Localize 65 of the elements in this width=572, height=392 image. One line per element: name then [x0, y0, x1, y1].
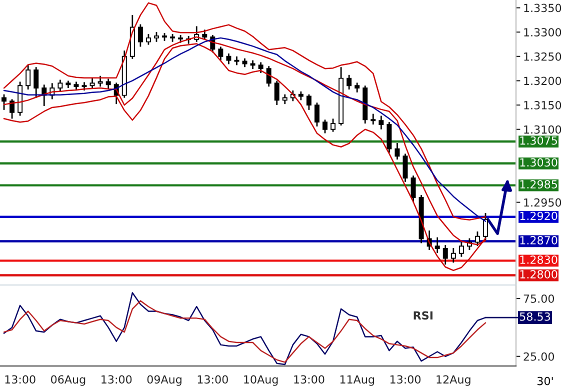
candlestick [330, 118, 336, 132]
text: 30' [537, 376, 553, 386]
candlestick [90, 78, 95, 90]
candlestick [314, 102, 320, 128]
x-tick-label: 12Aug [436, 375, 470, 386]
y-tick-label: 25.00 [524, 352, 554, 361]
y-tick-label: 1.3350 [524, 4, 562, 12]
candlestick [154, 31, 159, 43]
candlestick [410, 174, 416, 204]
y-tick-label: 1.3300 [524, 28, 562, 36]
x-tick-label: 06Aug [51, 375, 86, 386]
candlestick [2, 94, 7, 111]
candlestick [474, 230, 480, 247]
x-tick-label: 13:00 [102, 375, 132, 384]
y-tick-label: 1.2950 [524, 198, 562, 207]
ref-line-label: 1.3075 [520, 136, 558, 145]
candlestick [106, 78, 111, 90]
x-tick-label: 10Aug [244, 375, 278, 386]
candlestick [26, 64, 31, 90]
candlestick [483, 212, 488, 241]
x-tick-label: 13:00 [294, 375, 324, 384]
x-tick-label: 13:00 [390, 375, 421, 384]
candlestick [34, 66, 39, 98]
candlestick [378, 115, 384, 130]
data-label: 58.53 [520, 312, 550, 321]
candlestick [402, 152, 408, 183]
candlestick [10, 98, 15, 120]
candlestick [226, 52, 232, 65]
candlestick [98, 75, 103, 88]
candlestick [138, 24, 143, 48]
line-series [3, 2, 486, 220]
annotation: RSI [414, 311, 432, 320]
candlestick [434, 236, 440, 254]
x-tick-label: 11Aug [340, 375, 374, 386]
y-tick-label: 1.3100 [524, 125, 562, 134]
ref-line-label: 1.2870 [520, 236, 558, 244]
ref-line-label: 1.2920 [520, 212, 558, 220]
candlestick [442, 244, 448, 266]
x-tick-label: 13:00 [5, 375, 36, 384]
candlestick [218, 46, 224, 61]
candlestick [258, 62, 264, 74]
candlestick [282, 94, 288, 105]
candlestick [354, 82, 360, 94]
y-tick-label: 1.3150 [524, 101, 562, 110]
candlestick [58, 79, 63, 92]
candlestick [202, 28, 208, 41]
x-tick-label: 09Aug [147, 375, 182, 386]
ref-line-label: 1.2985 [520, 180, 558, 189]
ref-line-label: 1.2800 [520, 270, 558, 278]
candlestick [346, 74, 352, 90]
candlestick [370, 113, 376, 126]
candlestick [274, 80, 280, 106]
y-tick-label: 75.00 [524, 294, 554, 303]
ref-line-label: 1.3030 [520, 158, 558, 167]
y-tick-label: 1.3200 [524, 76, 562, 86]
candlestick [322, 118, 328, 134]
x-tick-label: 13:00 [198, 375, 228, 384]
ref-line-label: 1.2830 [520, 256, 558, 264]
candlestick [266, 65, 272, 88]
candlestick [450, 247, 456, 264]
candlestick [306, 94, 312, 111]
y-tick-label: 1.3250 [524, 52, 562, 61]
candlestick [146, 33, 151, 46]
candlestick [458, 242, 464, 258]
candlestick [394, 142, 400, 160]
